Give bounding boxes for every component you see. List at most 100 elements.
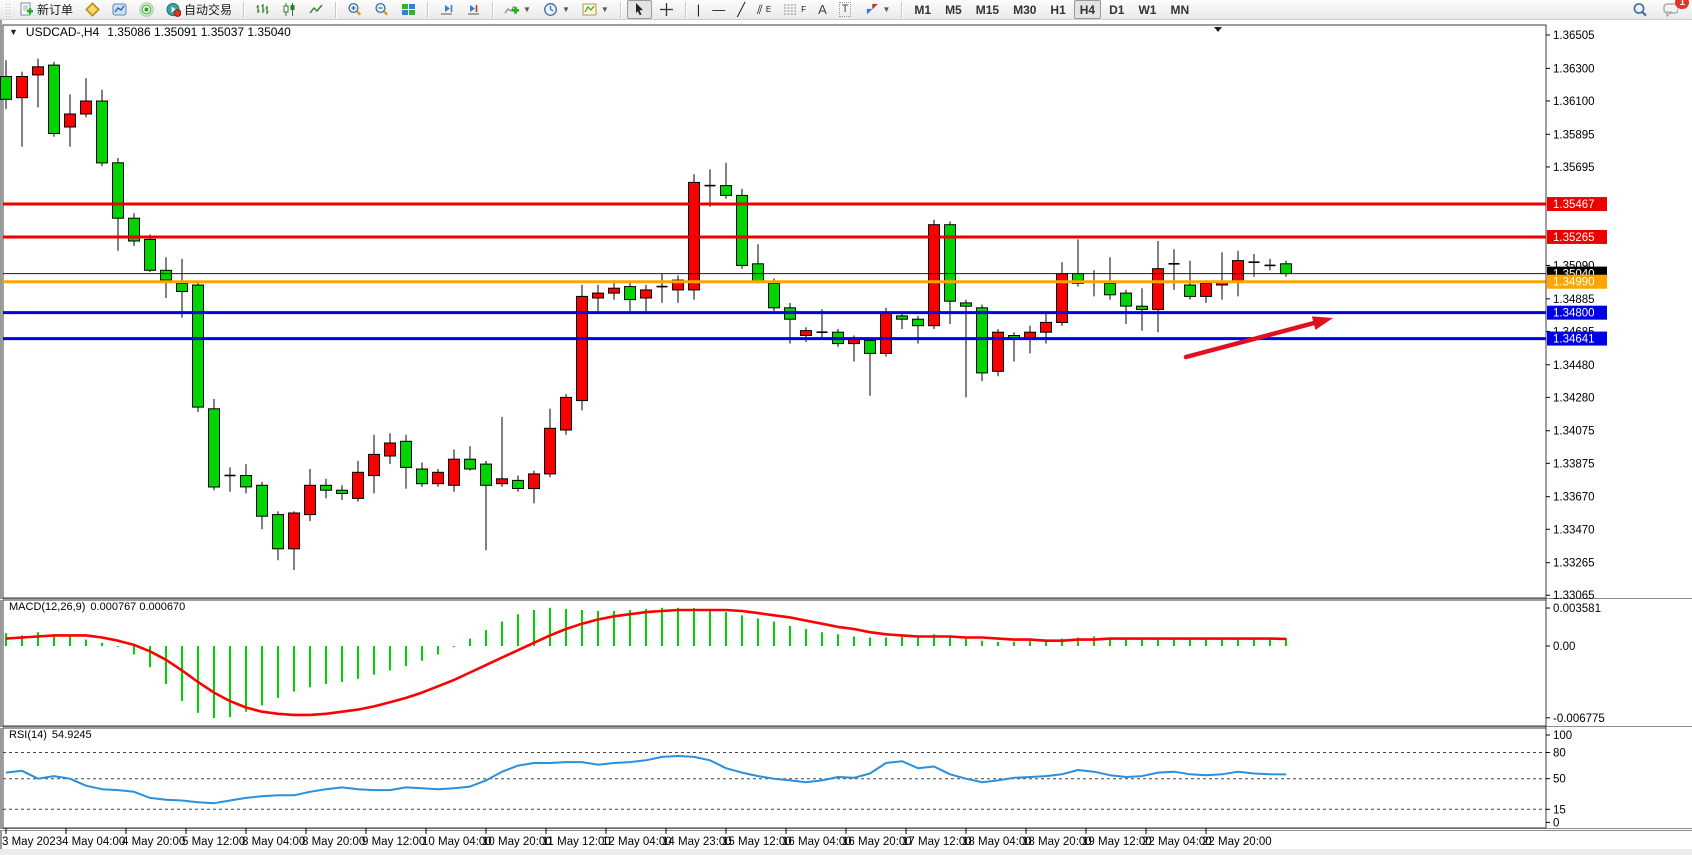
bearish-candle: [720, 185, 732, 196]
bearish-candle: [160, 269, 172, 281]
toolbar-separator: [243, 1, 245, 18]
tf-m30-button[interactable]: M30: [1007, 0, 1042, 19]
price-badge: [1547, 305, 1607, 320]
bearish-candle: [736, 194, 748, 266]
arrows-button[interactable]: ▼: [858, 0, 895, 19]
text-label-icon: T: [838, 2, 852, 17]
time-tick-label: 12 May 04:00: [602, 836, 672, 848]
chart-menu-icon[interactable]: ▼: [9, 27, 18, 37]
chart-title: USDCAD-,H4: [25, 25, 100, 39]
bearish-candle: [512, 479, 524, 489]
rsi-line: [5, 755, 1287, 805]
periods-button[interactable]: ▼: [538, 0, 575, 19]
chart-canvas[interactable]: 1.36505 1.36300 1.36100 1.35895 1.35695 1.350…: [0, 20, 1692, 855]
price-tick-label: 1.33065: [1553, 590, 1595, 602]
price-badge: [1547, 274, 1607, 289]
bullish-candle: [32, 66, 44, 76]
price-badge-label: 1.35467: [1553, 199, 1595, 211]
rsi-tick-label: 0: [1553, 817, 1559, 829]
toolbar-separator: [901, 1, 903, 18]
toolbar-separator: [492, 1, 494, 18]
fibonacci-button[interactable]: F: [778, 0, 811, 19]
time-tick-label: 17 May 12:00: [902, 836, 972, 848]
bullish-candle: [352, 471, 364, 499]
time-tick-label: 9 May 12:00: [362, 836, 425, 848]
chart-window-background: [0, 20, 1692, 849]
tf-h1-button[interactable]: H1: [1044, 0, 1071, 19]
macd-panel-frame: [2, 599, 1547, 727]
chart-shift-marker[interactable]: [1214, 27, 1222, 32]
channel-button[interactable]: ⫽ E: [752, 0, 776, 19]
tf-m1-button[interactable]: M1: [908, 0, 937, 19]
window-left-border: [0, 20, 2, 855]
text-button[interactable]: A: [813, 0, 832, 19]
search-icon: [1632, 2, 1647, 17]
bearish-candle: [944, 224, 956, 302]
templates-button[interactable]: ▼: [577, 0, 614, 19]
price-tick-label: 1.36505: [1553, 30, 1595, 42]
vertical-line-button[interactable]: |: [692, 0, 705, 19]
bar-chart-button[interactable]: [250, 0, 275, 19]
rsi-tick-label: 80: [1553, 747, 1566, 759]
autotrading-button[interactable]: 自动交易: [161, 0, 237, 19]
bearish-candle: [960, 302, 972, 307]
tf-m5-button[interactable]: M5: [939, 0, 968, 19]
market-watch-button[interactable]: [107, 0, 132, 19]
zoom-in-button[interactable]: [342, 0, 367, 19]
rsi-tick-label: 50: [1553, 774, 1566, 786]
time-tick-label: 19 May 12:00: [1082, 836, 1152, 848]
bullish-candle: [528, 473, 540, 490]
bearish-candle: [1136, 305, 1148, 311]
bearish-candle: [256, 484, 268, 517]
toolbar-separator: [619, 1, 621, 18]
price-tick-label: 1.34075: [1553, 426, 1595, 438]
macd-signal-line: [5, 608, 1287, 717]
bullish-candle: [592, 292, 604, 299]
bearish-candle: [624, 286, 636, 301]
bearish-candle: [1280, 263, 1292, 275]
cursor-button[interactable]: [626, 0, 652, 19]
price-tick-label: 1.35695: [1553, 162, 1595, 174]
auto-scroll-button[interactable]: [434, 0, 459, 19]
signal-icon: [139, 2, 154, 17]
price-badge-label: 1.35265: [1553, 232, 1595, 244]
bullish-candle: [672, 279, 684, 291]
tf-m15-button[interactable]: M15: [970, 0, 1005, 19]
dropdown-arrow-icon: ▼: [882, 5, 891, 14]
notifications-button[interactable]: 1: [1658, 0, 1689, 19]
indicators-button[interactable]: ▼: [499, 0, 536, 19]
bullish-candle: [368, 453, 380, 477]
tf-d1-button[interactable]: D1: [1103, 0, 1130, 19]
new-order-button[interactable]: 新订单: [14, 0, 78, 19]
arrow-annotation[interactable]: [1183, 318, 1324, 360]
bearish-candle: [272, 514, 284, 550]
macd-header: MACD(12,26,9) 0.000767 0.000670: [9, 601, 185, 613]
trendline-button[interactable]: ╱: [732, 0, 750, 19]
tile-windows-button[interactable]: [396, 0, 421, 19]
bearish-candle: [0, 76, 12, 100]
line-chart-button[interactable]: [304, 0, 329, 19]
crosshair-button[interactable]: [654, 0, 679, 19]
horizontal-line-button[interactable]: —: [707, 0, 730, 19]
signals-button[interactable]: [134, 0, 159, 19]
arrow-annotation-head[interactable]: [1311, 316, 1333, 330]
chart-header: ▼ USDCAD-,H4 1.35086 1.35091 1.35037 1.3…: [9, 25, 291, 39]
toolbar-separator: [684, 1, 686, 18]
tf-h4-button[interactable]: H4: [1073, 0, 1102, 19]
tf-mn-button[interactable]: MN: [1164, 0, 1195, 19]
text-label-button[interactable]: T: [834, 0, 857, 19]
crosshair-icon: [659, 2, 674, 17]
tf-w1-button[interactable]: W1: [1132, 0, 1162, 19]
candlestick-chart-button[interactable]: [277, 0, 302, 19]
autotrading-icon: [166, 2, 182, 17]
dropdown-arrow-icon: ▼: [523, 5, 531, 14]
search-button[interactable]: [1627, 0, 1652, 19]
tile-windows-icon: [401, 2, 416, 17]
metaeditor-button[interactable]: [80, 0, 105, 19]
bearish-candle: [1184, 284, 1196, 297]
macd-tick-label: 0.003581: [1553, 603, 1601, 615]
chart-shift-button[interactable]: [461, 0, 486, 19]
toolbar-drag-handle[interactable]: [5, 2, 10, 17]
channel-suffix-label: E: [765, 5, 772, 14]
zoom-out-button[interactable]: [369, 0, 394, 19]
